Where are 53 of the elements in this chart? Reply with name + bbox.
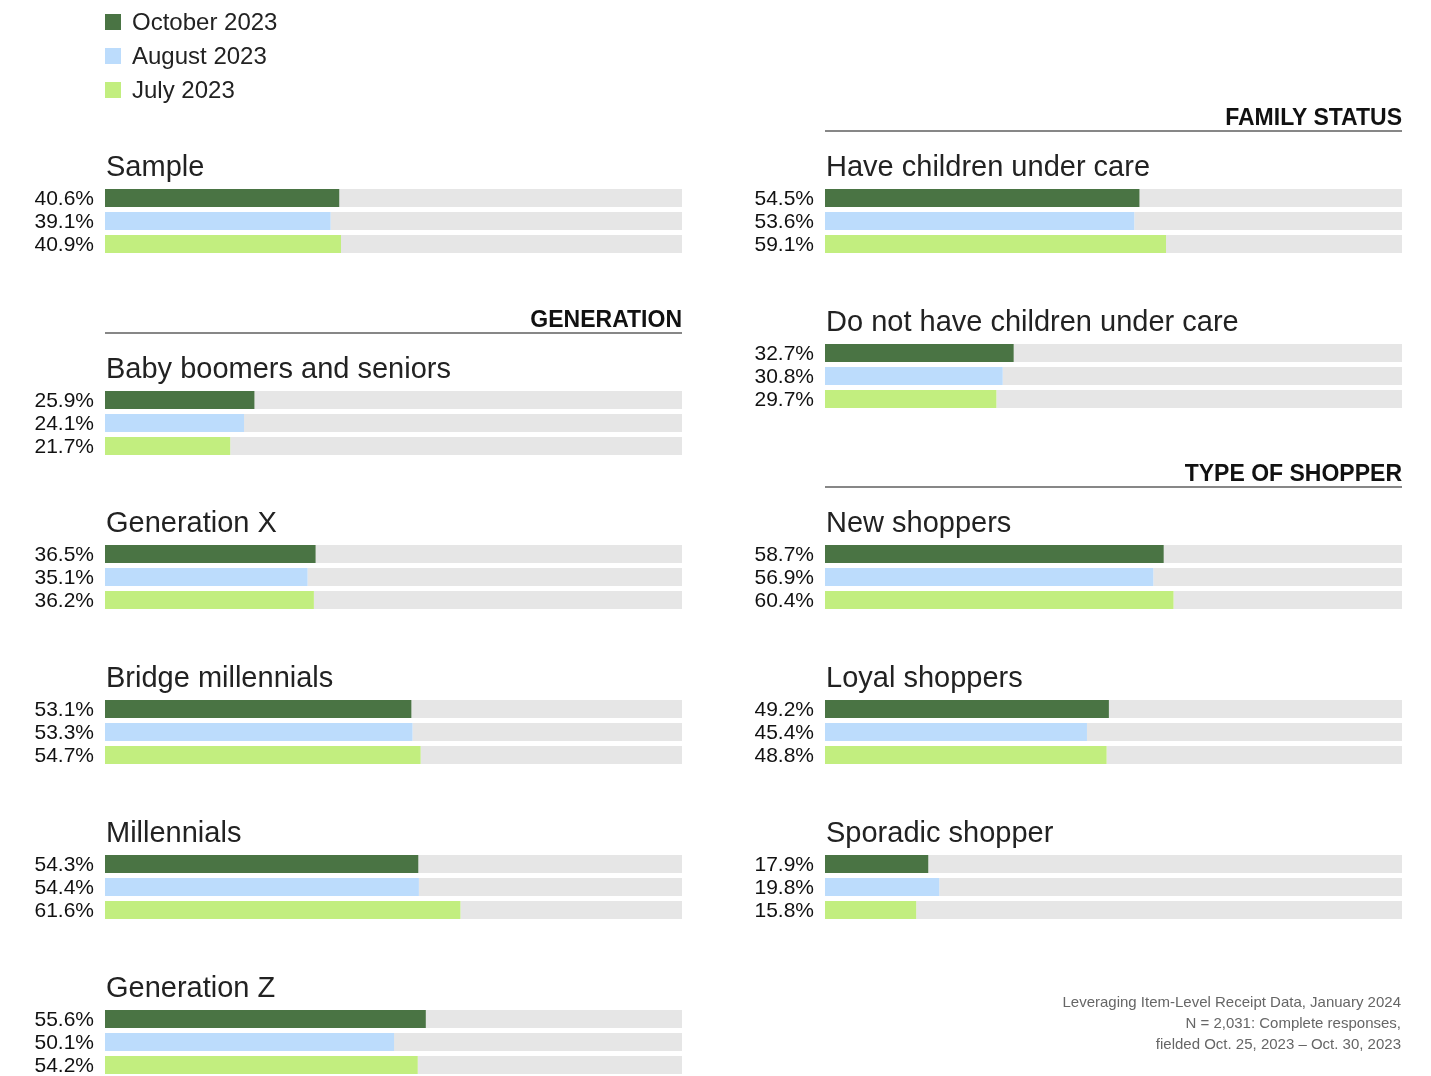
chart-title: New shoppers bbox=[826, 506, 1012, 538]
chart-title: Bridge millennials bbox=[106, 661, 334, 693]
legend-label: July 2023 bbox=[132, 76, 235, 103]
data-label: 50.1% bbox=[34, 1030, 94, 1053]
data-label: 54.7% bbox=[34, 743, 94, 766]
data-label: 45.4% bbox=[754, 720, 814, 743]
data-label: 32.7% bbox=[754, 341, 814, 364]
data-label: 53.3% bbox=[34, 720, 94, 743]
data-label: 19.8% bbox=[754, 875, 814, 898]
chart-title: Do not have children under care bbox=[826, 305, 1239, 337]
data-label: 60.4% bbox=[754, 588, 814, 611]
chart-subtitle: TYPE OF SHOPPER bbox=[1184, 460, 1403, 486]
data-label: 30.8% bbox=[754, 364, 814, 387]
data-label: 15.8% bbox=[754, 898, 814, 921]
legend-label: October 2023 bbox=[132, 8, 278, 35]
data-label: 55.6% bbox=[34, 1007, 94, 1030]
data-label: 54.5% bbox=[754, 186, 814, 209]
data-label: 56.9% bbox=[754, 565, 814, 588]
data-label: 36.5% bbox=[34, 542, 94, 565]
data-label: 54.4% bbox=[34, 875, 94, 898]
data-label: 40.9% bbox=[34, 232, 94, 255]
data-label: 59.1% bbox=[754, 232, 814, 255]
chart-title: Generation Z bbox=[106, 971, 276, 1003]
data-label: 39.1% bbox=[34, 209, 94, 232]
data-label: 24.1% bbox=[34, 411, 94, 434]
text: fielded Oct. 25, 2023 – Oct. 30, 2023 bbox=[1155, 1035, 1401, 1052]
data-label: 53.6% bbox=[754, 209, 814, 232]
data-label: 17.9% bbox=[754, 852, 814, 875]
data-label: 21.7% bbox=[34, 434, 94, 457]
data-label: 35.1% bbox=[34, 565, 94, 588]
legend-label: August 2023 bbox=[132, 42, 267, 69]
data-label: 48.8% bbox=[754, 743, 814, 766]
chart-title: Generation X bbox=[106, 506, 277, 538]
data-label: 54.3% bbox=[34, 852, 94, 875]
text: Leveraging Item-Level Receipt Data, January 2024 bbox=[1062, 993, 1401, 1010]
chart-title: Baby boomers and seniors bbox=[106, 352, 451, 384]
chart-title: Sporadic shopper bbox=[826, 816, 1054, 848]
data-label: 49.2% bbox=[754, 697, 814, 720]
data-label: 54.2% bbox=[34, 1053, 94, 1076]
chart-subtitle: GENERATION bbox=[530, 306, 682, 332]
data-label: 61.6% bbox=[34, 898, 94, 921]
data-label: 53.1% bbox=[34, 697, 94, 720]
text: N = 2,031: Complete responses, bbox=[1185, 1014, 1401, 1031]
data-label: 40.6% bbox=[34, 186, 94, 209]
data-label: 58.7% bbox=[754, 542, 814, 565]
data-label: 29.7% bbox=[754, 387, 814, 410]
data-label: 25.9% bbox=[34, 388, 94, 411]
chart-subtitle: FAMILY STATUS bbox=[1225, 104, 1402, 130]
chart-title: Millennials bbox=[106, 816, 242, 848]
chart-title: Have children under care bbox=[826, 150, 1151, 182]
data-label: 36.2% bbox=[34, 588, 94, 611]
chart-title: Loyal shoppers bbox=[826, 661, 1023, 693]
chart-title: Sample bbox=[106, 150, 205, 182]
